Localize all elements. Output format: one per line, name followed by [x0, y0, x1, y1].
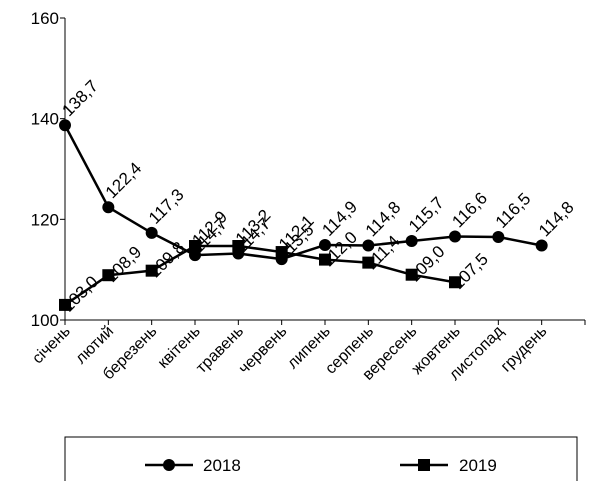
- data-label-2019: 107,5: [448, 250, 492, 294]
- data-point-2019: [405, 268, 418, 281]
- data-point-2018: [145, 226, 158, 239]
- data-label-2019: 109,8: [145, 238, 189, 282]
- data-point-2019: [59, 298, 71, 311]
- data-point-2018: [405, 234, 418, 247]
- y-tick-label: 120: [31, 210, 59, 229]
- data-label-2018: 114,8: [535, 198, 578, 241]
- data-point-2018: [492, 230, 505, 243]
- data-point-2019: [145, 264, 158, 277]
- legend-marker-2019: [418, 459, 430, 471]
- data-point-2019: [362, 256, 375, 269]
- data-point-2018: [59, 119, 71, 132]
- chart-series: [59, 119, 548, 311]
- data-label-2018: 114,9: [318, 197, 361, 240]
- data-point-2018: [535, 239, 548, 252]
- data-point-2018: [449, 230, 461, 243]
- series-line-2018: [63, 124, 542, 261]
- y-tick-label: 160: [31, 9, 59, 28]
- data-point-2019: [189, 240, 201, 253]
- data-label-2018: 114,8: [362, 198, 405, 241]
- series-line-2019: [64, 244, 456, 306]
- data-point-2019: [102, 269, 115, 282]
- y-tick-label: 140: [31, 110, 59, 129]
- data-label-2018: 116,6: [448, 189, 491, 232]
- data-point-2019: [449, 276, 461, 289]
- data-point-2018: [189, 249, 201, 262]
- data-label-2018: 115,7: [405, 193, 448, 236]
- legend-label-2018: 2018: [203, 456, 241, 475]
- legend-item-2018: 2018: [145, 456, 241, 475]
- chart-legend: 2018 2019: [64, 436, 578, 481]
- x-axis-categories: січеньлютийберезеньквітеньтравеньчервень…: [29, 320, 586, 384]
- data-point-2018: [102, 201, 115, 214]
- data-point-2019: [275, 246, 288, 259]
- chart-axes: [64, 18, 585, 321]
- data-point-2019: [232, 240, 245, 253]
- data-label-2019: 108,9: [102, 243, 146, 287]
- legend-box: [64, 436, 578, 481]
- data-point-2019: [319, 253, 331, 266]
- data-label-2018: 122,4: [102, 159, 146, 203]
- y-tick-label: 100: [31, 311, 59, 330]
- y-axis-ticks: 100 120 140 160: [31, 9, 65, 330]
- data-point-2018: [362, 239, 375, 252]
- x-category-label: грудень: [498, 323, 551, 376]
- legend-marker-2018: [163, 459, 175, 471]
- legend-item-2019: 2019: [400, 456, 497, 475]
- data-label-2018: 116,5: [492, 189, 535, 232]
- legend-label-2019: 2019: [459, 456, 497, 475]
- data-label-2018: 117,3: [145, 185, 188, 228]
- data-point-2018: [319, 239, 331, 252]
- x-category-label: червень: [236, 323, 291, 378]
